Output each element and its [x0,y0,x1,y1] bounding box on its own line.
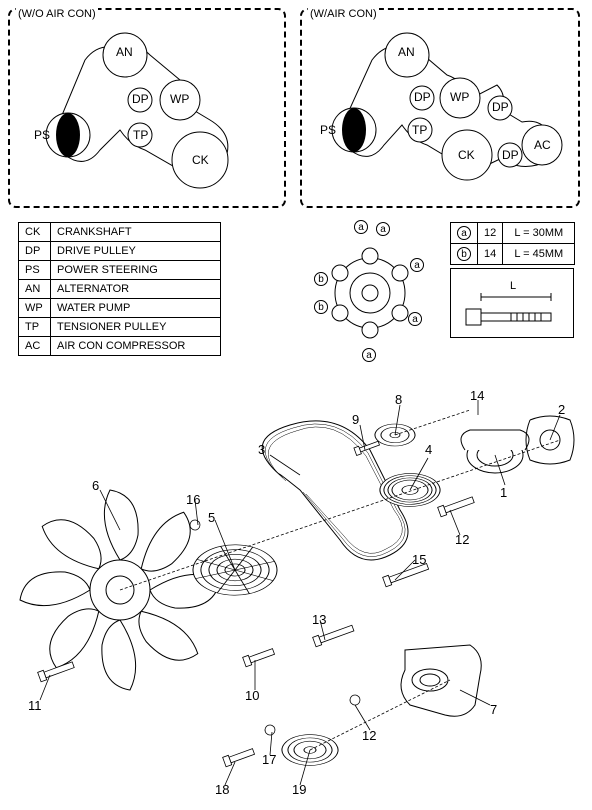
hub-a4: a [408,312,422,326]
water-pump [461,430,529,473]
w-an-label: AN [398,45,415,59]
bolt-b-letter: b [457,247,471,261]
bolt-dim-l: L [510,280,516,292]
w-wp-label: WP [450,90,469,104]
bolt-a-len: L = 30MM [503,223,575,244]
bolt-a-letter: a [457,226,471,240]
wo-tp-label: TP [133,128,148,142]
wo-wp-label: WP [170,92,189,106]
callout-3: 3 [258,442,265,457]
legend-code-2: PS [19,261,51,280]
legend-code-3: AN [19,280,51,299]
callout-12b: 12 [362,728,376,743]
callout-8: 8 [395,392,402,407]
belt-routing-wo-svg [10,10,288,210]
legend-code-4: WP [19,299,51,318]
callout-2: 2 [558,402,565,417]
callout-15: 15 [412,552,426,567]
callout-13: 13 [312,612,326,627]
bolt-dimension-box: L [450,268,574,338]
callout-12: 12 [455,532,469,547]
w-ps-label: PS [320,123,336,137]
callout-16: 16 [186,492,200,507]
legend-desc-4: WATER PUMP [51,299,221,318]
hub-a5: a [362,348,376,362]
legend-desc-6: AIR CON COMPRESSOR [51,337,221,356]
legend-code-6: AC [19,337,51,356]
legend-desc-2: POWER STEERING [51,261,221,280]
legend-desc-3: ALTERNATOR [51,280,221,299]
w-ck-label: CK [458,148,475,162]
bolt-b-len: L = 45MM [503,244,575,265]
callout-4: 4 [425,442,432,457]
callout-7: 7 [490,702,497,717]
callout-19: 19 [292,782,306,797]
legend-desc-5: TENSIONER PULLEY [51,318,221,337]
legend-code-1: DP [19,242,51,261]
pulley-legend-table: CKCRANKSHAFT DPDRIVE PULLEY PSPOWER STEE… [18,222,221,356]
w-dp2-label: DP [492,100,509,114]
belt-routing-w-svg [302,10,582,210]
hub-b2: b [314,300,328,314]
callout-1: 1 [500,485,507,500]
w-dp3-label: DP [502,148,519,162]
hub-b1: b [314,272,328,286]
wo-dp-label: DP [132,92,149,106]
callout-5: 5 [208,510,215,525]
tensioner-bracket [401,645,481,716]
wo-ps-label: PS [34,128,50,142]
bolt-b-qty: 14 [478,244,503,265]
bolt-spec-table: a 12 L = 30MM b 14 L = 45MM [450,222,575,265]
w-ac-label: AC [534,138,551,152]
hub-a2: a [376,222,390,236]
w-tp-label: TP [412,123,427,137]
w-dp-label: DP [414,90,431,104]
legend-code-0: CK [19,223,51,242]
legend-desc-1: DRIVE PULLEY [51,242,221,261]
callout-10: 10 [245,688,259,703]
wo-an-label: AN [116,45,133,59]
exploded-assembly [0,380,592,810]
w-aircon-title: (W/AIR CON) [308,8,379,20]
hub-a1: a [354,220,368,234]
belt-routing-w-aircon: (W/AIR CON) AN DP WP DP PS TP CK DP AC [300,8,580,208]
callout-17: 17 [262,752,276,767]
callout-14: 14 [470,388,484,403]
callout-6: 6 [92,478,99,493]
belt-routing-wo-aircon: (W/O AIR CON) AN DP WP PS TP CK [8,8,286,208]
wo-ck-label: CK [192,153,209,167]
callout-9: 9 [352,412,359,427]
hub-bolt-pattern [300,218,440,368]
legend-code-5: TP [19,318,51,337]
bolt-a-qty: 12 [478,223,503,244]
hub-a3: a [410,258,424,272]
legend-desc-0: CRANKSHAFT [51,223,221,242]
callout-18: 18 [215,782,229,797]
callout-11: 11 [28,698,42,713]
wo-aircon-title: (W/O AIR CON) [16,8,98,20]
